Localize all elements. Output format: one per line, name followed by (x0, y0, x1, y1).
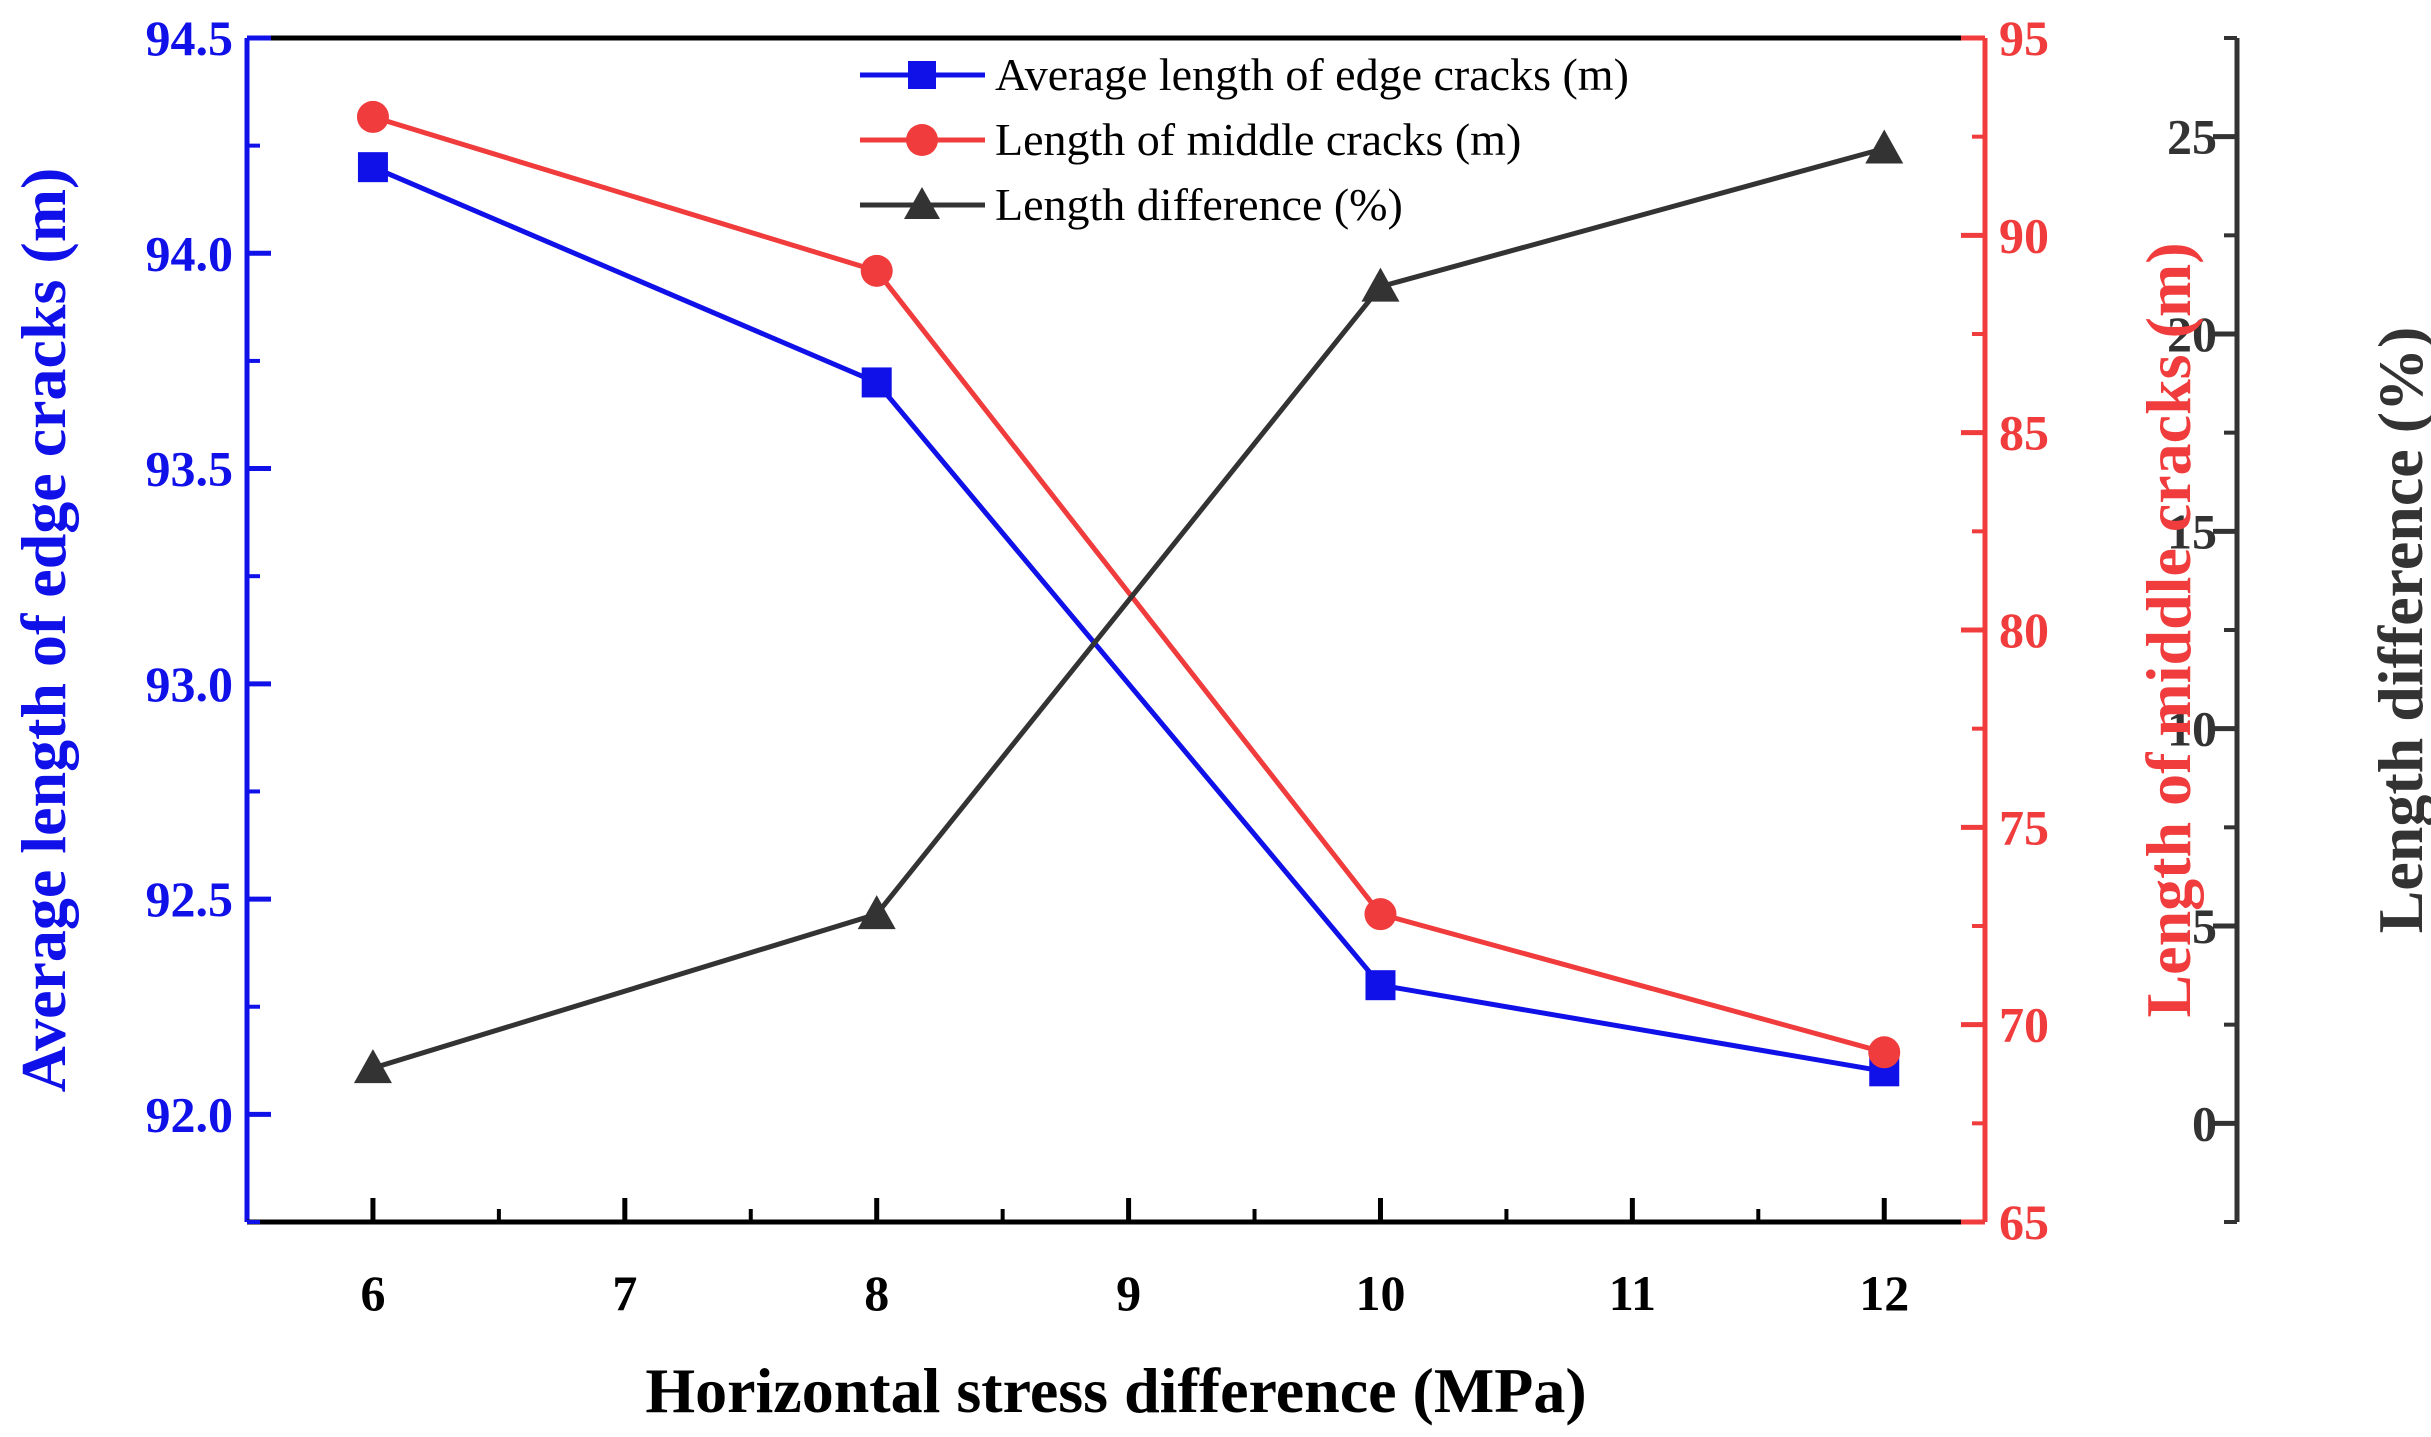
y-tick-label: 15 (2167, 503, 2217, 559)
far-right-axis-ticks: 0 5 10 15 20 25 (2167, 36, 2237, 1224)
series-line (372, 114, 1885, 1055)
y-tick-label: 20 (2167, 306, 2217, 362)
series-line (371, 164, 1885, 1074)
legend-item-edge-cracks: Average length of edge cracks (m) (860, 49, 1629, 100)
y-tick-label: 5 (2192, 898, 2217, 954)
x-tick-label: 7 (612, 1265, 637, 1321)
data-point-square (1365, 970, 1396, 1001)
y-tick-label: 93.0 (146, 656, 234, 712)
x-tick-label: 8 (864, 1265, 889, 1321)
x-tick-label: 11 (1609, 1265, 1656, 1321)
y-tick-label: 94.0 (146, 225, 234, 281)
legend-item-middle-cracks: Length of middle cracks (m) (860, 114, 1521, 165)
series-1 (357, 152, 1900, 1087)
y-tick-label: 85 (1999, 405, 2049, 461)
legend: Average length of edge cracks (m) Length… (860, 49, 1629, 230)
series-2 (356, 100, 1901, 1069)
right-axis-title: Length of middle cracks (m) (2133, 242, 2204, 1017)
legend-marker-square (908, 61, 936, 89)
legend-item-length-difference: Length difference (%) (860, 179, 1403, 230)
right-axis-ticks: 65 70 75 80 85 90 95 (1961, 10, 2049, 1250)
data-point-triangle (353, 1049, 392, 1084)
y-tick-label: 75 (1999, 799, 2049, 855)
data-point-triangle (1361, 267, 1400, 302)
y-tick-label: 10 (2167, 701, 2217, 757)
left-axis-title: Average length of edge cracks (m) (8, 168, 79, 1093)
x-tick-label: 10 (1355, 1265, 1405, 1321)
data-point-circle (860, 254, 893, 287)
data-point-circle (1364, 898, 1397, 931)
x-axis-title: Horizontal stress difference (MPa) (645, 1355, 1586, 1426)
left-axis-ticks: 92.0 92.5 93.0 93.5 94.0 94.5 (146, 10, 271, 1224)
legend-label-edge: Average length of edge cracks (m) (995, 49, 1629, 100)
legend-label-difference: Length difference (%) (995, 179, 1403, 230)
y-tick-label: 92.0 (146, 1086, 234, 1142)
y-tick-label: 0 (2192, 1095, 2217, 1151)
data-point-circle (1868, 1036, 1901, 1069)
y-tick-label: 90 (1999, 207, 2049, 263)
data-point-triangle (1865, 129, 1904, 164)
data-point-circle (356, 100, 389, 133)
y-tick-label: 95 (1999, 10, 2049, 66)
y-tick-label: 94.5 (146, 10, 234, 66)
legend-label-middle: Length of middle cracks (m) (995, 114, 1521, 165)
legend-marker-circle (906, 124, 938, 156)
series-line (372, 146, 1885, 1071)
series-layer (353, 100, 1904, 1087)
x-axis-ticks: 6 7 8 9 10 11 12 (360, 1198, 1909, 1321)
x-tick-label: 6 (360, 1265, 385, 1321)
series-3 (353, 129, 1904, 1084)
x-tick-label: 9 (1116, 1265, 1141, 1321)
legend-marker-triangle (904, 187, 940, 219)
y-tick-label: 93.5 (146, 441, 234, 497)
y-tick-label: 80 (1999, 602, 2049, 658)
data-point-square (357, 152, 388, 183)
data-point-triangle (857, 895, 896, 930)
x-tick-label: 12 (1859, 1265, 1909, 1321)
y-tick-label: 25 (2167, 109, 2217, 165)
data-point-square (861, 367, 892, 398)
y-tick-label: 92.5 (146, 871, 234, 927)
y-tick-label: 70 (1999, 997, 2049, 1053)
far-right-axis-title: Length difference (%) (2365, 327, 2431, 934)
y-tick-label: 65 (1999, 1194, 2049, 1250)
